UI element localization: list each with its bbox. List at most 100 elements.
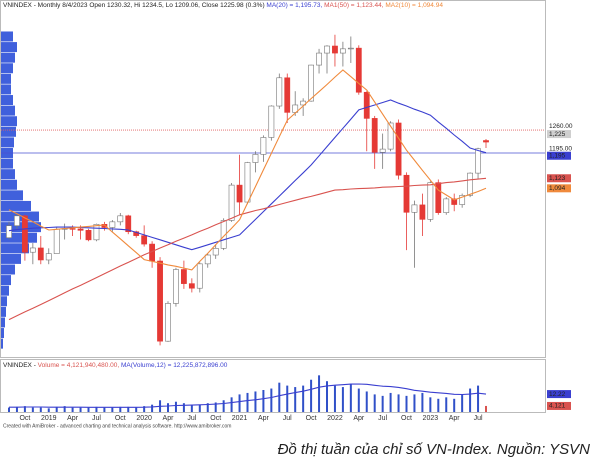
volume-bar [47,408,50,412]
candle-body [411,204,418,213]
profile-bar [1,243,29,254]
candle-body [260,137,267,155]
value-tag [547,151,571,160]
volume-bar [111,407,114,412]
value-tag [547,130,571,139]
candle-body [236,184,243,203]
volume-bar [39,407,42,412]
profile-bar [1,42,17,53]
profile-bar [1,63,13,74]
candle-body [316,52,322,66]
title-part: MA1(50) = 1,123.44, [324,2,385,9]
volume-bar [79,407,82,412]
volume-bar [341,387,344,412]
candle-body [181,269,187,284]
volume-bar [365,391,368,412]
candle-body [355,47,362,93]
volume-bar [23,406,26,412]
x-tick-label: Jul [187,415,196,422]
pane-title: VNINDEX - Monthly 8/4/2023 Open 1230.32,… [3,2,443,9]
candle-body [93,224,100,241]
candle-body [483,140,489,143]
volume-bar [167,403,169,412]
volume-bar [254,391,257,412]
candle-body [69,228,76,230]
candle-body [165,303,171,342]
moving-average [8,177,487,321]
title-part: VNINDEX - Monthly 8/4/2023 Open 1230.32,… [3,2,266,9]
candle-body [37,247,44,261]
profile-bar [1,285,9,296]
candle-body [347,47,354,50]
candle-body [443,198,450,213]
x-tick-label: 2022 [327,415,343,422]
profile-bar [1,73,11,84]
volume-bar [206,403,209,412]
volume-bar [302,385,305,412]
candle-body [212,248,219,256]
volume-bar [198,404,201,412]
x-tick-label: 2023 [423,415,439,422]
candle-body [125,215,132,233]
candle-body [332,45,338,54]
candle-body [109,221,116,228]
profile-bar [1,338,3,349]
candle-body [77,228,84,231]
candle-body [45,253,52,261]
volume-bar [389,392,392,412]
profile-bar [1,264,15,275]
candle-body [141,235,148,245]
x-tick-label: Jul [92,415,101,422]
profile-bar [1,116,17,127]
candle-body [339,48,346,54]
profile-bar [1,105,15,116]
volume-ma [9,383,487,408]
volume-bar [397,394,400,412]
volume-bar [469,388,472,412]
moving-average [8,99,487,251]
volume-bar [71,407,74,412]
candle-body [308,64,314,102]
profile-bar [1,222,41,233]
x-tick-label: Oct [115,415,126,422]
profile-bar [1,179,17,190]
candle-body [188,283,195,289]
price-pane [0,0,546,358]
volume-bar [421,392,424,412]
candle-body [117,215,124,223]
volume-bar [63,406,66,412]
title-part: MA(Volume,12) = 12,225,872,896.00 [121,362,228,369]
candle-body [467,172,473,196]
profile-bar [1,306,6,317]
volume-bar [151,404,154,412]
value-tag [547,174,571,183]
volume-bar [333,385,336,412]
candle-body [14,215,20,227]
candle-body [435,182,442,213]
candle-body [252,154,259,163]
footer: Created with AmiBroker - advanced charti… [3,423,231,429]
candle-body [451,198,458,205]
volume-bar [230,397,233,412]
profile-bar [1,95,13,106]
candle-body [204,254,211,265]
volume-bar [294,387,297,412]
x-tick-label: Oct [210,415,221,422]
candle-body [101,224,108,228]
volume-bar [87,407,90,412]
x-tick-label: 2020 [136,415,152,422]
volume-bar [373,394,376,412]
profile-bar [1,190,23,201]
candle-body [371,118,378,153]
profile-bar [1,126,16,137]
volume-bar [286,385,289,412]
candle-body [363,91,370,119]
value-tag [547,401,571,410]
candle-body [244,162,251,203]
profile-bar [1,52,15,63]
volume-bar [461,394,464,412]
volume-bar [262,390,265,412]
candle-body [173,269,179,304]
value-tag [547,390,571,399]
